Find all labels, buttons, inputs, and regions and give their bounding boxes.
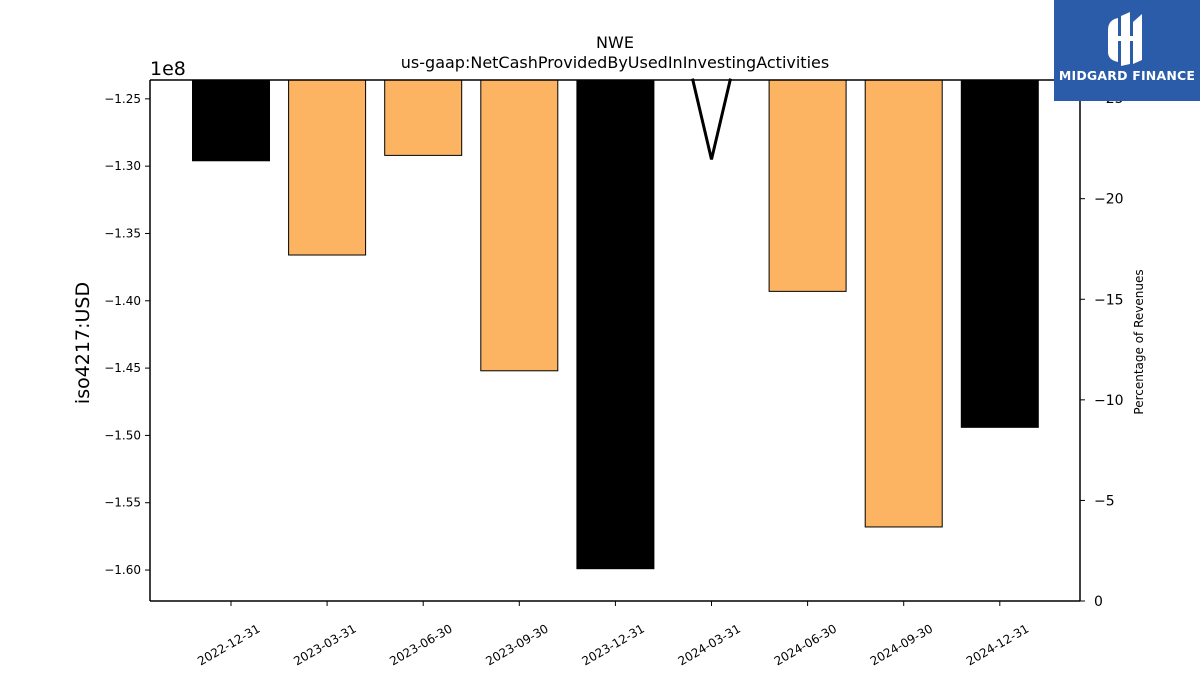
y-tick-label: −1.25 <box>104 92 141 106</box>
x-tick-label: 2023-12-31 <box>579 621 646 668</box>
y-axis-offset-label: 1e8 <box>150 58 186 80</box>
x-tick-label: 2024-12-31 <box>964 621 1031 668</box>
chart-subtitle: us-gaap:NetCashProvidedByUsedInInvesting… <box>401 53 829 72</box>
bar-2022-12-31 <box>192 79 270 162</box>
bar-2023-09-30 <box>480 79 559 372</box>
x-tick-label: 2024-06-30 <box>772 621 839 668</box>
y-tick-label: −1.55 <box>104 496 141 510</box>
y2-tick-label: 0 <box>1094 594 1103 610</box>
y2-tick-label: −20 <box>1094 192 1124 208</box>
x-tick-label: 2023-09-30 <box>483 621 550 668</box>
secondary-y-axis-label: Percentage of Revenues <box>1132 269 1146 414</box>
bar-2023-12-31 <box>576 79 655 570</box>
y2-tick-label: −10 <box>1094 393 1124 409</box>
bar-2023-06-30 <box>384 79 463 156</box>
y-axis-label: iso4217:USD <box>72 282 94 404</box>
x-tick-label: 2024-03-31 <box>676 621 743 668</box>
line-series <box>691 78 732 160</box>
y2-tick-label: −15 <box>1094 292 1124 308</box>
bars-layer <box>192 79 1039 570</box>
bar-2024-09-30 <box>864 79 943 528</box>
brand-logo: MIDGARD FINANCE <box>1054 0 1200 101</box>
x-tick-label: 2023-06-30 <box>387 621 454 668</box>
y-tick-label: −1.40 <box>104 294 141 308</box>
bar-2023-03-31 <box>288 79 367 256</box>
chart-title: NWE <box>596 33 634 52</box>
y-tick-label: −1.35 <box>104 226 141 240</box>
y-tick-label: −1.45 <box>104 361 141 375</box>
bar-2024-06-30 <box>768 79 847 292</box>
y-tick-label: −1.60 <box>104 563 141 577</box>
y-tick-label: −1.30 <box>104 159 141 173</box>
x-tick-label: 2024-09-30 <box>868 621 935 668</box>
bar-2024-12-31 <box>960 79 1039 428</box>
midgard-logo-icon <box>1108 12 1142 66</box>
line-layer <box>691 78 732 160</box>
y2-tick-label: −5 <box>1094 493 1115 509</box>
brand-name: MIDGARD FINANCE <box>1058 68 1196 83</box>
x-tick-label: 2023-03-31 <box>291 621 358 668</box>
y-tick-label: −1.50 <box>104 428 141 442</box>
x-tick-label: 2022-12-31 <box>195 621 262 668</box>
